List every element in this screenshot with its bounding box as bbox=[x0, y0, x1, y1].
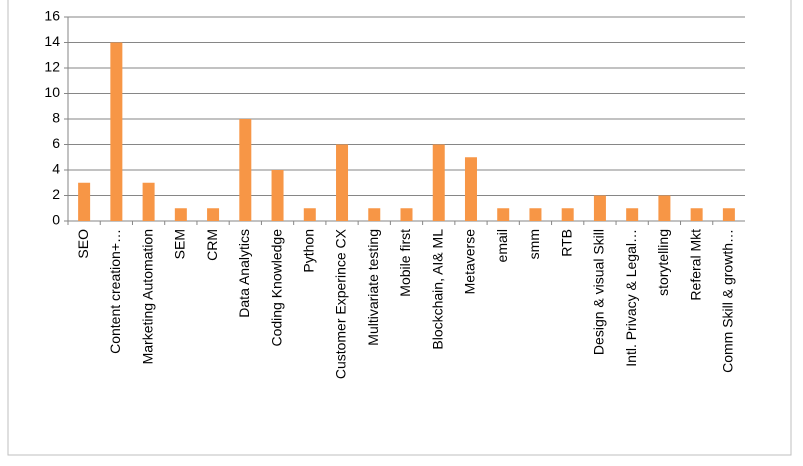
x-tick-label: storytelling bbox=[655, 229, 671, 296]
x-tick-label: Metaverse bbox=[462, 229, 478, 295]
bar bbox=[593, 195, 606, 221]
y-tick-label: 14 bbox=[44, 33, 60, 49]
y-tick-label: 6 bbox=[52, 135, 60, 151]
bar bbox=[722, 208, 735, 221]
bar bbox=[658, 195, 671, 221]
bar bbox=[336, 144, 349, 221]
y-tick-label: 16 bbox=[44, 8, 60, 24]
y-tick-label: 8 bbox=[52, 110, 60, 126]
y-tick-label: 10 bbox=[44, 84, 60, 100]
bar bbox=[271, 170, 284, 221]
x-tick-label: SEO bbox=[75, 229, 91, 259]
bar bbox=[110, 42, 123, 221]
y-tick-label: 0 bbox=[52, 212, 60, 228]
x-tick-label: RTB bbox=[558, 229, 574, 257]
x-tick-label: Intl. Privacy & Legal… bbox=[623, 229, 639, 367]
x-tick-label: Multivariate testing bbox=[365, 229, 381, 346]
x-tick-label: SEM bbox=[172, 229, 188, 259]
x-tick-label: Design & visual Skill bbox=[591, 229, 607, 355]
bar bbox=[529, 208, 542, 221]
bar bbox=[368, 208, 381, 221]
bar bbox=[142, 182, 155, 221]
x-tick-label: Coding Knowledge bbox=[268, 229, 284, 347]
x-tick-label: smm bbox=[526, 229, 542, 259]
bar bbox=[497, 208, 510, 221]
x-tick-label: Python bbox=[300, 229, 316, 273]
bar bbox=[561, 208, 574, 221]
x-tick-label: Content creation+… bbox=[107, 229, 123, 354]
x-tick-label: Referal Mkt bbox=[687, 229, 703, 301]
x-tick-label: Customer Experince CX bbox=[333, 228, 349, 379]
bar bbox=[207, 208, 220, 221]
y-tick-label: 12 bbox=[44, 59, 60, 75]
x-tick-label: Data Analytics bbox=[236, 229, 252, 318]
bar bbox=[626, 208, 639, 221]
x-tick-label: Mobile first bbox=[397, 229, 413, 297]
x-tick-label: CRM bbox=[204, 229, 220, 261]
x-tick-label: Blockchain, AI& ML bbox=[429, 229, 445, 350]
bar bbox=[303, 208, 316, 221]
bar bbox=[400, 208, 413, 221]
chart-frame bbox=[7, 0, 792, 456]
bar bbox=[239, 119, 252, 221]
x-tick-label: Marketing Automation bbox=[139, 229, 155, 364]
bar bbox=[78, 182, 91, 221]
bar bbox=[690, 208, 703, 221]
y-tick-label: 2 bbox=[52, 186, 60, 202]
bar bbox=[432, 144, 445, 221]
x-tick-label: Comm Skill & growth… bbox=[720, 229, 736, 373]
bar bbox=[464, 157, 477, 221]
x-tick-label: email bbox=[494, 229, 510, 262]
y-tick-label: 4 bbox=[52, 161, 60, 177]
bar bbox=[174, 208, 187, 221]
